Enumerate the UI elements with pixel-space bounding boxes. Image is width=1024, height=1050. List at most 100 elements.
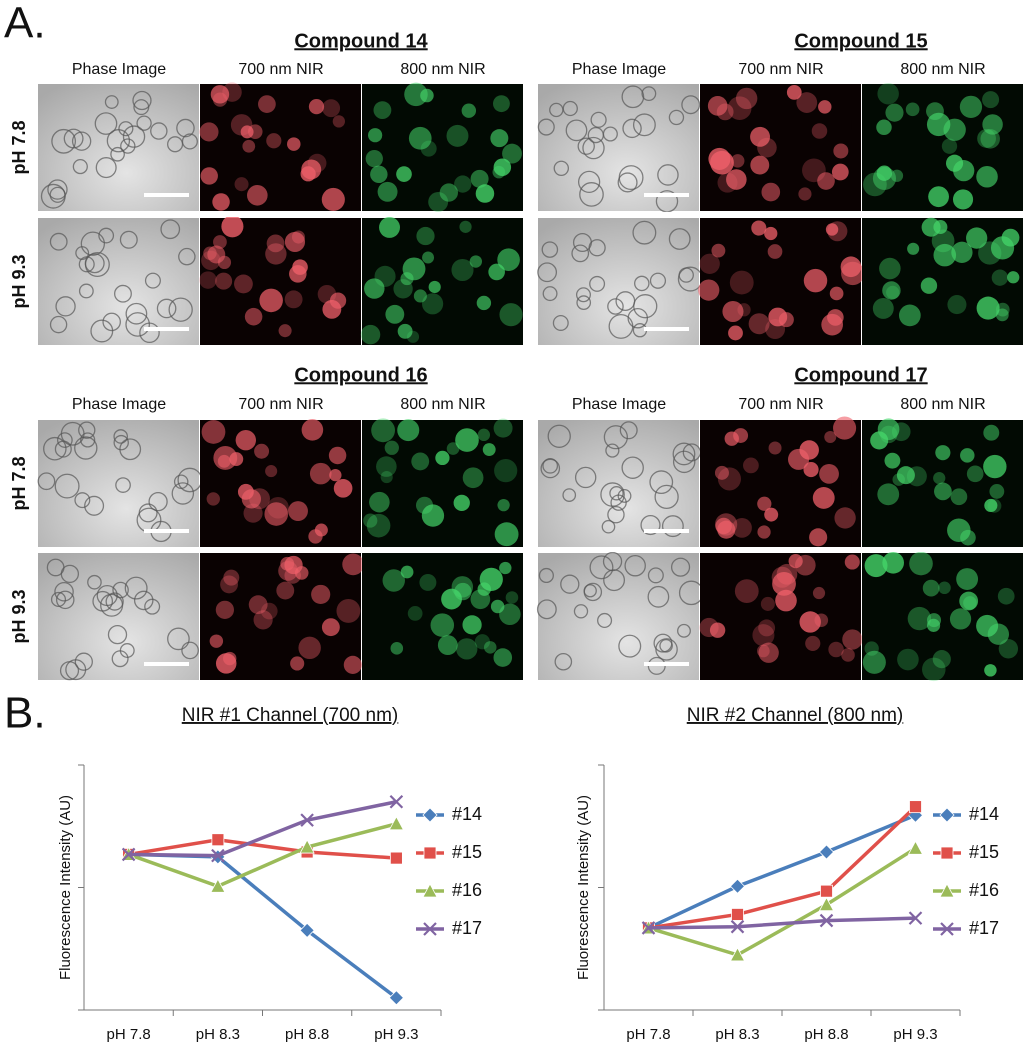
image-background (38, 553, 199, 680)
cell (276, 581, 295, 600)
cell (677, 623, 691, 638)
marker (121, 847, 136, 862)
cell (242, 139, 256, 153)
cell (758, 642, 779, 663)
micrograph (362, 418, 523, 547)
cell (265, 465, 278, 478)
cell (201, 420, 226, 444)
cell (240, 125, 254, 139)
cell (422, 251, 435, 264)
legend-item: #15 (416, 842, 482, 862)
cell (538, 567, 554, 584)
marker (730, 919, 745, 934)
cell (105, 592, 124, 611)
cell (234, 177, 249, 192)
marker (389, 794, 404, 809)
line-chart: NIR #2 Channel (800 nm) Fluorescence Inte… (575, 705, 999, 1043)
cell (284, 231, 306, 253)
cell (817, 172, 835, 190)
cell (632, 113, 656, 137)
cell (244, 307, 263, 326)
column-header: 800 nm NIR (900, 396, 985, 413)
cell (603, 425, 628, 450)
line-chart: NIR #1 Channel (700 nm) Fluorescence Inte… (57, 705, 482, 1043)
marker (641, 921, 656, 935)
y-axis-label: Fluorescence Intensity (AU) (575, 795, 592, 980)
cell (618, 634, 642, 658)
separator (0, 212, 1024, 217)
legend-item: #17 (933, 918, 999, 938)
cell (55, 296, 76, 317)
cell (757, 525, 771, 539)
cell (786, 85, 802, 100)
cell (260, 602, 278, 620)
cell (601, 519, 616, 534)
panel-label: B. (4, 689, 46, 738)
cell (947, 295, 967, 315)
cell (882, 551, 904, 574)
cell (477, 428, 491, 442)
cell (966, 465, 984, 483)
cell (133, 590, 154, 611)
cell (748, 313, 770, 335)
cell (841, 261, 865, 286)
marker (820, 884, 833, 898)
cell (573, 604, 589, 619)
cell (552, 315, 569, 331)
marker (211, 833, 225, 847)
cell (258, 95, 276, 113)
cell (825, 223, 839, 236)
cell (597, 612, 613, 629)
cell (933, 472, 946, 485)
cell (833, 143, 849, 159)
cell (84, 251, 110, 278)
legend-item: #14 (416, 804, 482, 824)
micrograph (38, 84, 199, 211)
cell (493, 418, 513, 438)
cell (400, 565, 414, 579)
cell (621, 456, 644, 479)
cell (406, 330, 420, 343)
column-header: 800 nm NIR (900, 61, 985, 78)
cell (582, 136, 605, 160)
cell (390, 642, 404, 655)
cell (605, 443, 620, 458)
column-header: Phase Image (572, 396, 666, 413)
cell (554, 652, 573, 671)
cell (254, 443, 270, 459)
legend-label: #15 (452, 842, 482, 862)
cell (709, 622, 726, 638)
cell (647, 585, 670, 608)
cell (74, 652, 93, 671)
cell (336, 598, 361, 623)
micrograph (38, 218, 199, 345)
cell (831, 163, 849, 181)
cell (812, 487, 835, 509)
cell (493, 95, 510, 113)
cell (132, 90, 152, 111)
micrograph (199, 82, 361, 212)
cell (213, 235, 227, 249)
cell (884, 452, 901, 469)
cell (734, 579, 759, 603)
marker (300, 813, 314, 827)
cell (366, 513, 391, 538)
cell (435, 450, 450, 466)
cell (640, 514, 661, 536)
cell (223, 569, 240, 586)
cell (181, 641, 199, 660)
cell (56, 432, 73, 448)
cell (633, 294, 658, 319)
cell (707, 96, 728, 116)
cell (976, 296, 1000, 320)
cell (482, 443, 496, 456)
cell (803, 461, 819, 478)
cell (933, 220, 948, 235)
cell (148, 491, 168, 512)
cell (110, 146, 125, 162)
cell (829, 286, 844, 301)
cell (890, 169, 904, 182)
marker (299, 922, 315, 938)
cell (265, 243, 287, 265)
cell (71, 131, 92, 151)
